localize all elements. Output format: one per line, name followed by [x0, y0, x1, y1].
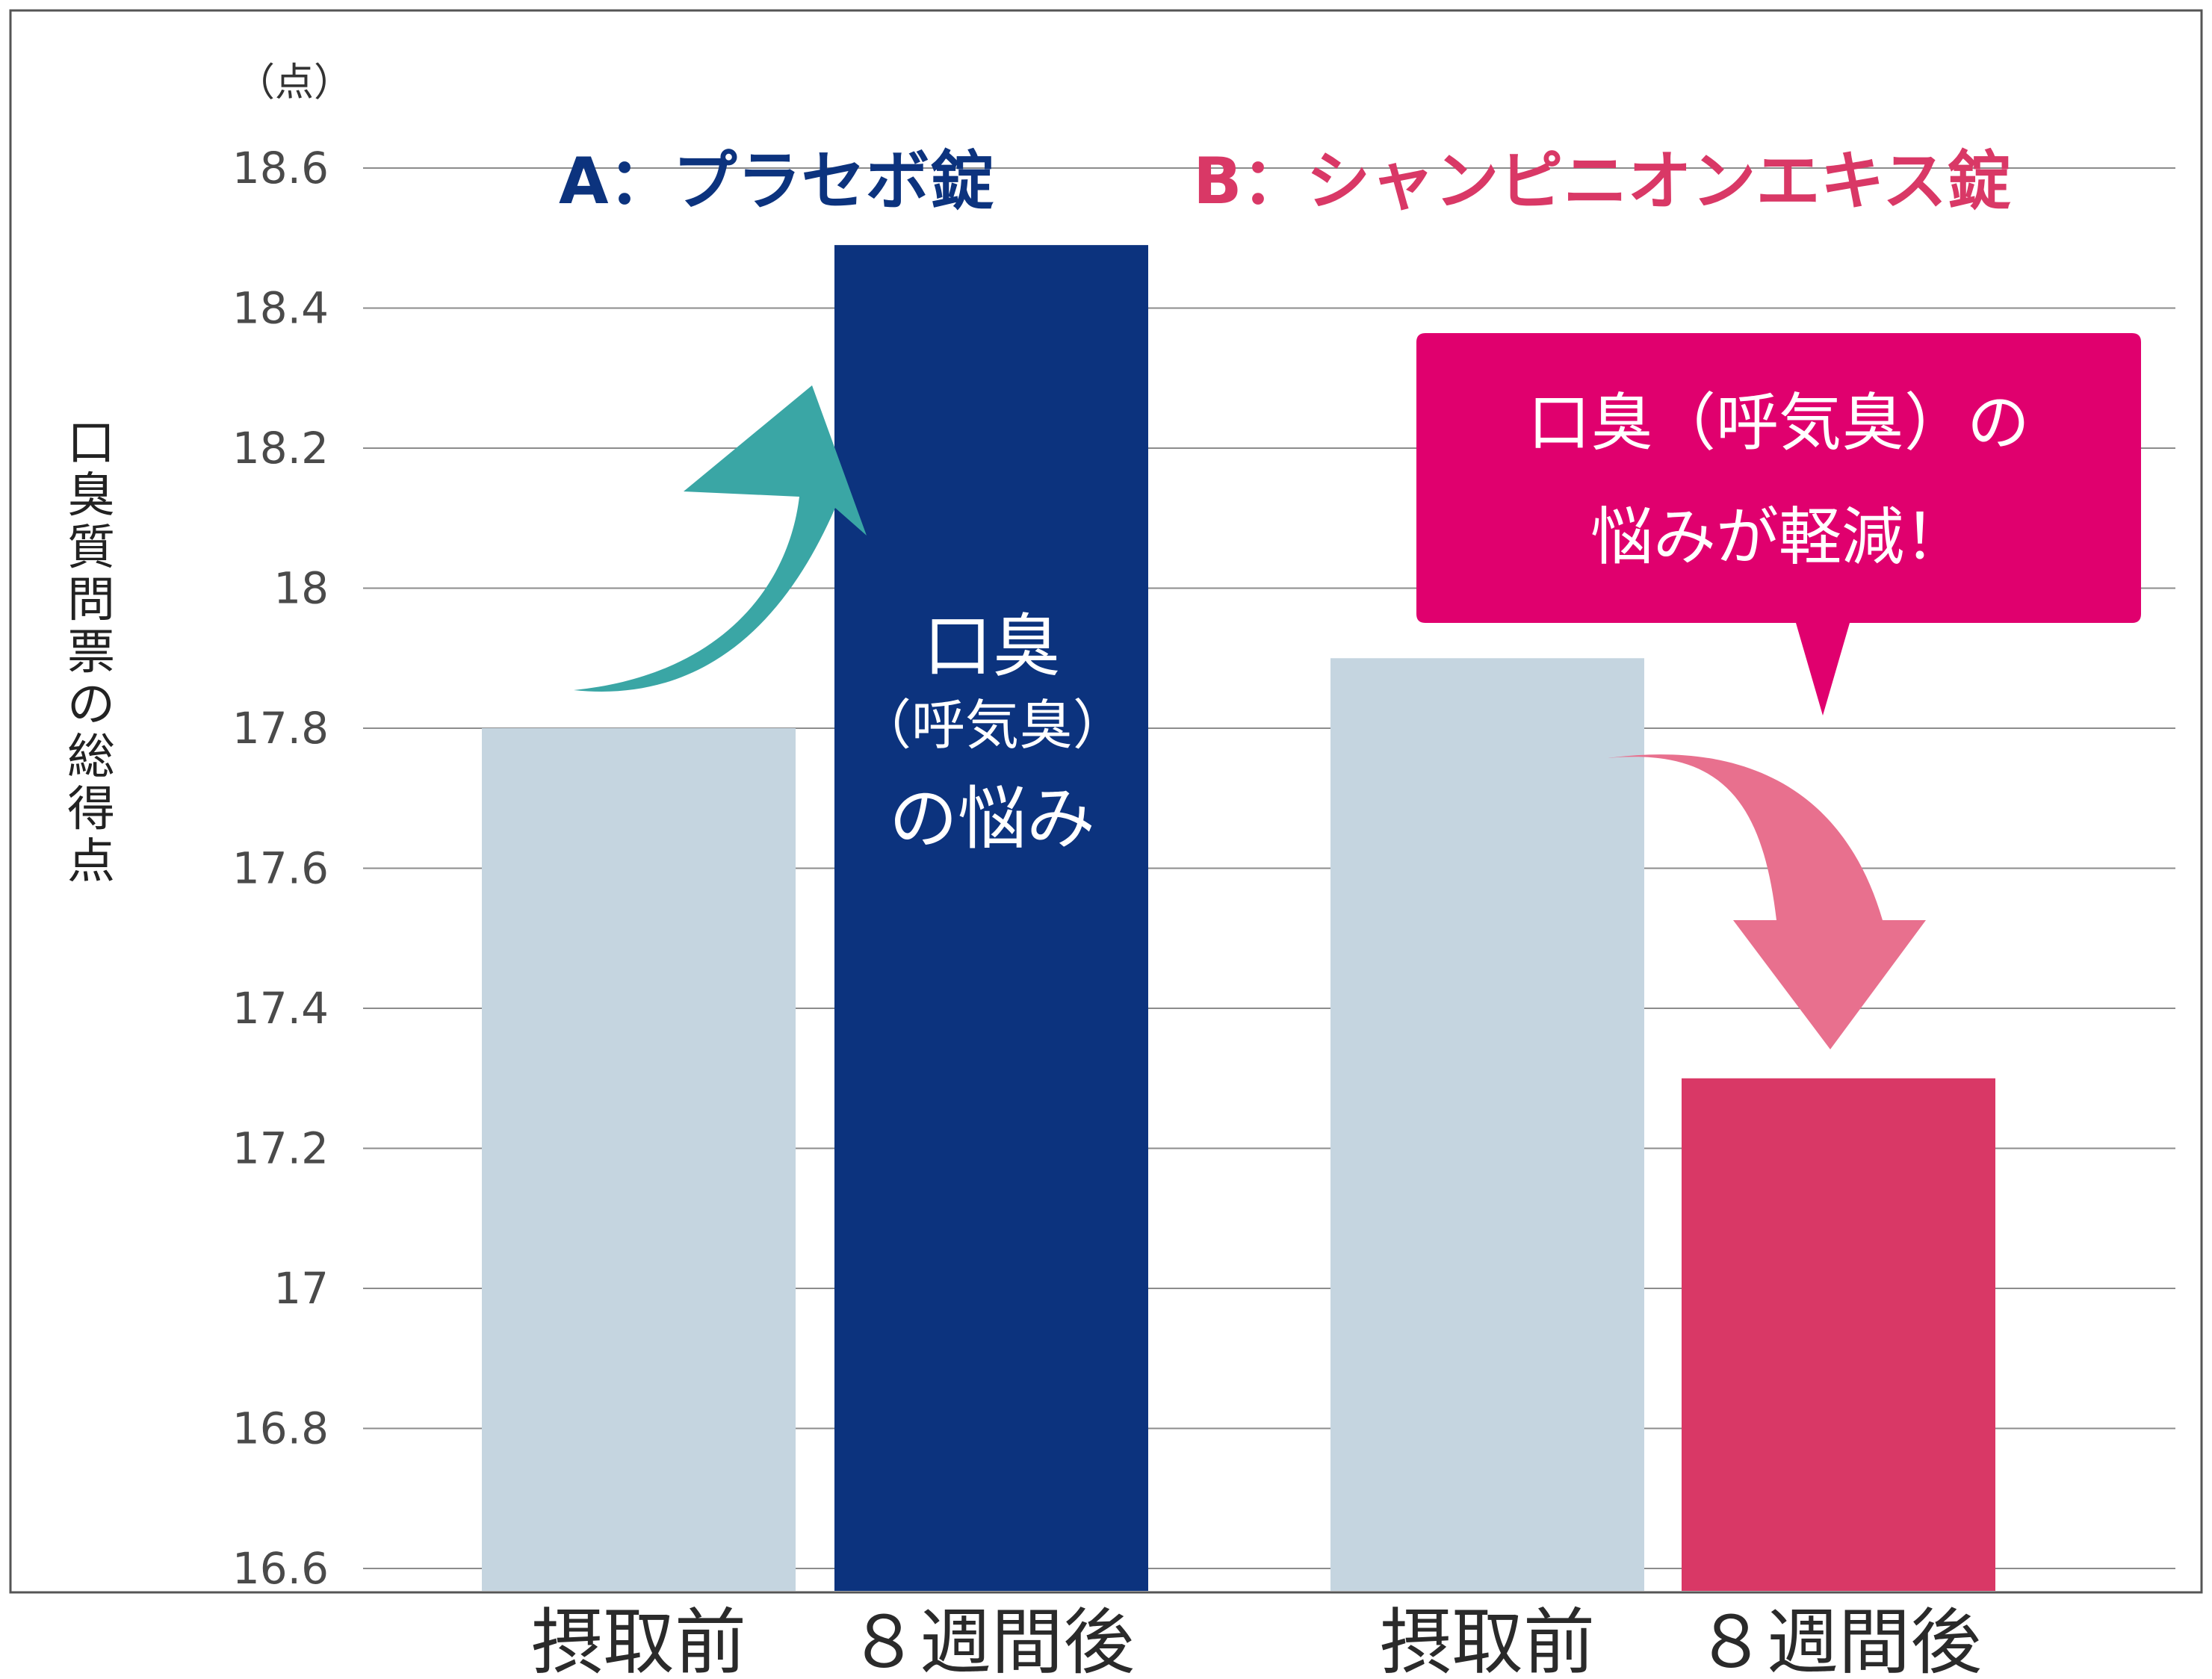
y-tick-label: 18.2	[232, 423, 329, 474]
y-tick-label: 16.6	[232, 1543, 329, 1594]
bar-b-before	[1330, 658, 1644, 1591]
y-tick-labels: 18.6 18.4 18.2 18 17.8 17.6 17.4 17.2 17 16.8 16.6	[232, 143, 329, 1594]
y-tick-label: 18	[273, 563, 329, 614]
callout-balloon	[1416, 333, 2141, 716]
bar-b-after	[1682, 1078, 1995, 1591]
y-tick-label: 17.2	[232, 1123, 329, 1174]
y-tick-label: 17.8	[232, 703, 329, 754]
y-tick-label: 18.6	[232, 143, 329, 193]
y-tick-label: 18.4	[232, 283, 329, 334]
bar-label-line-2: （呼気臭）	[858, 694, 1127, 757]
bar-a-before	[482, 728, 796, 1591]
y-axis-label: 口臭質問票の総得点	[67, 416, 115, 890]
plot-frame	[9, 9, 2203, 1594]
x-category-label: 摂取前	[531, 1601, 746, 1679]
y-tick-label: 17	[273, 1263, 329, 1314]
series-a-title: A：プラセボ錠	[559, 144, 994, 219]
decrease-arrow-icon	[1608, 754, 1926, 1049]
bar-a-after	[834, 245, 1148, 1591]
series-b-title: B：シャンピニオンエキス錠	[1193, 144, 2011, 219]
y-tick-label: 16.8	[232, 1403, 329, 1454]
x-category-label: ８週間後	[1695, 1601, 1982, 1679]
y-tick-label: 17.4	[232, 983, 329, 1034]
x-category-labels: 摂取前 ８週間後 摂取前 ８週間後	[531, 1601, 1982, 1679]
bar-label-line-1: 口臭	[923, 606, 1061, 686]
bar-label-line-3: の悩み	[889, 779, 1095, 859]
y-tick-label: 17.6	[232, 843, 329, 894]
x-category-label: ８週間後	[848, 1601, 1135, 1679]
x-category-label: 摂取前	[1380, 1601, 1595, 1679]
callout-line-1: 口臭（呼気臭）の	[1528, 386, 2030, 459]
y-unit-label: （点）	[236, 60, 353, 105]
bars	[482, 245, 1995, 1591]
increase-arrow-icon	[574, 385, 867, 692]
callout-line-2: 悩みが軽減！	[1590, 500, 1967, 574]
